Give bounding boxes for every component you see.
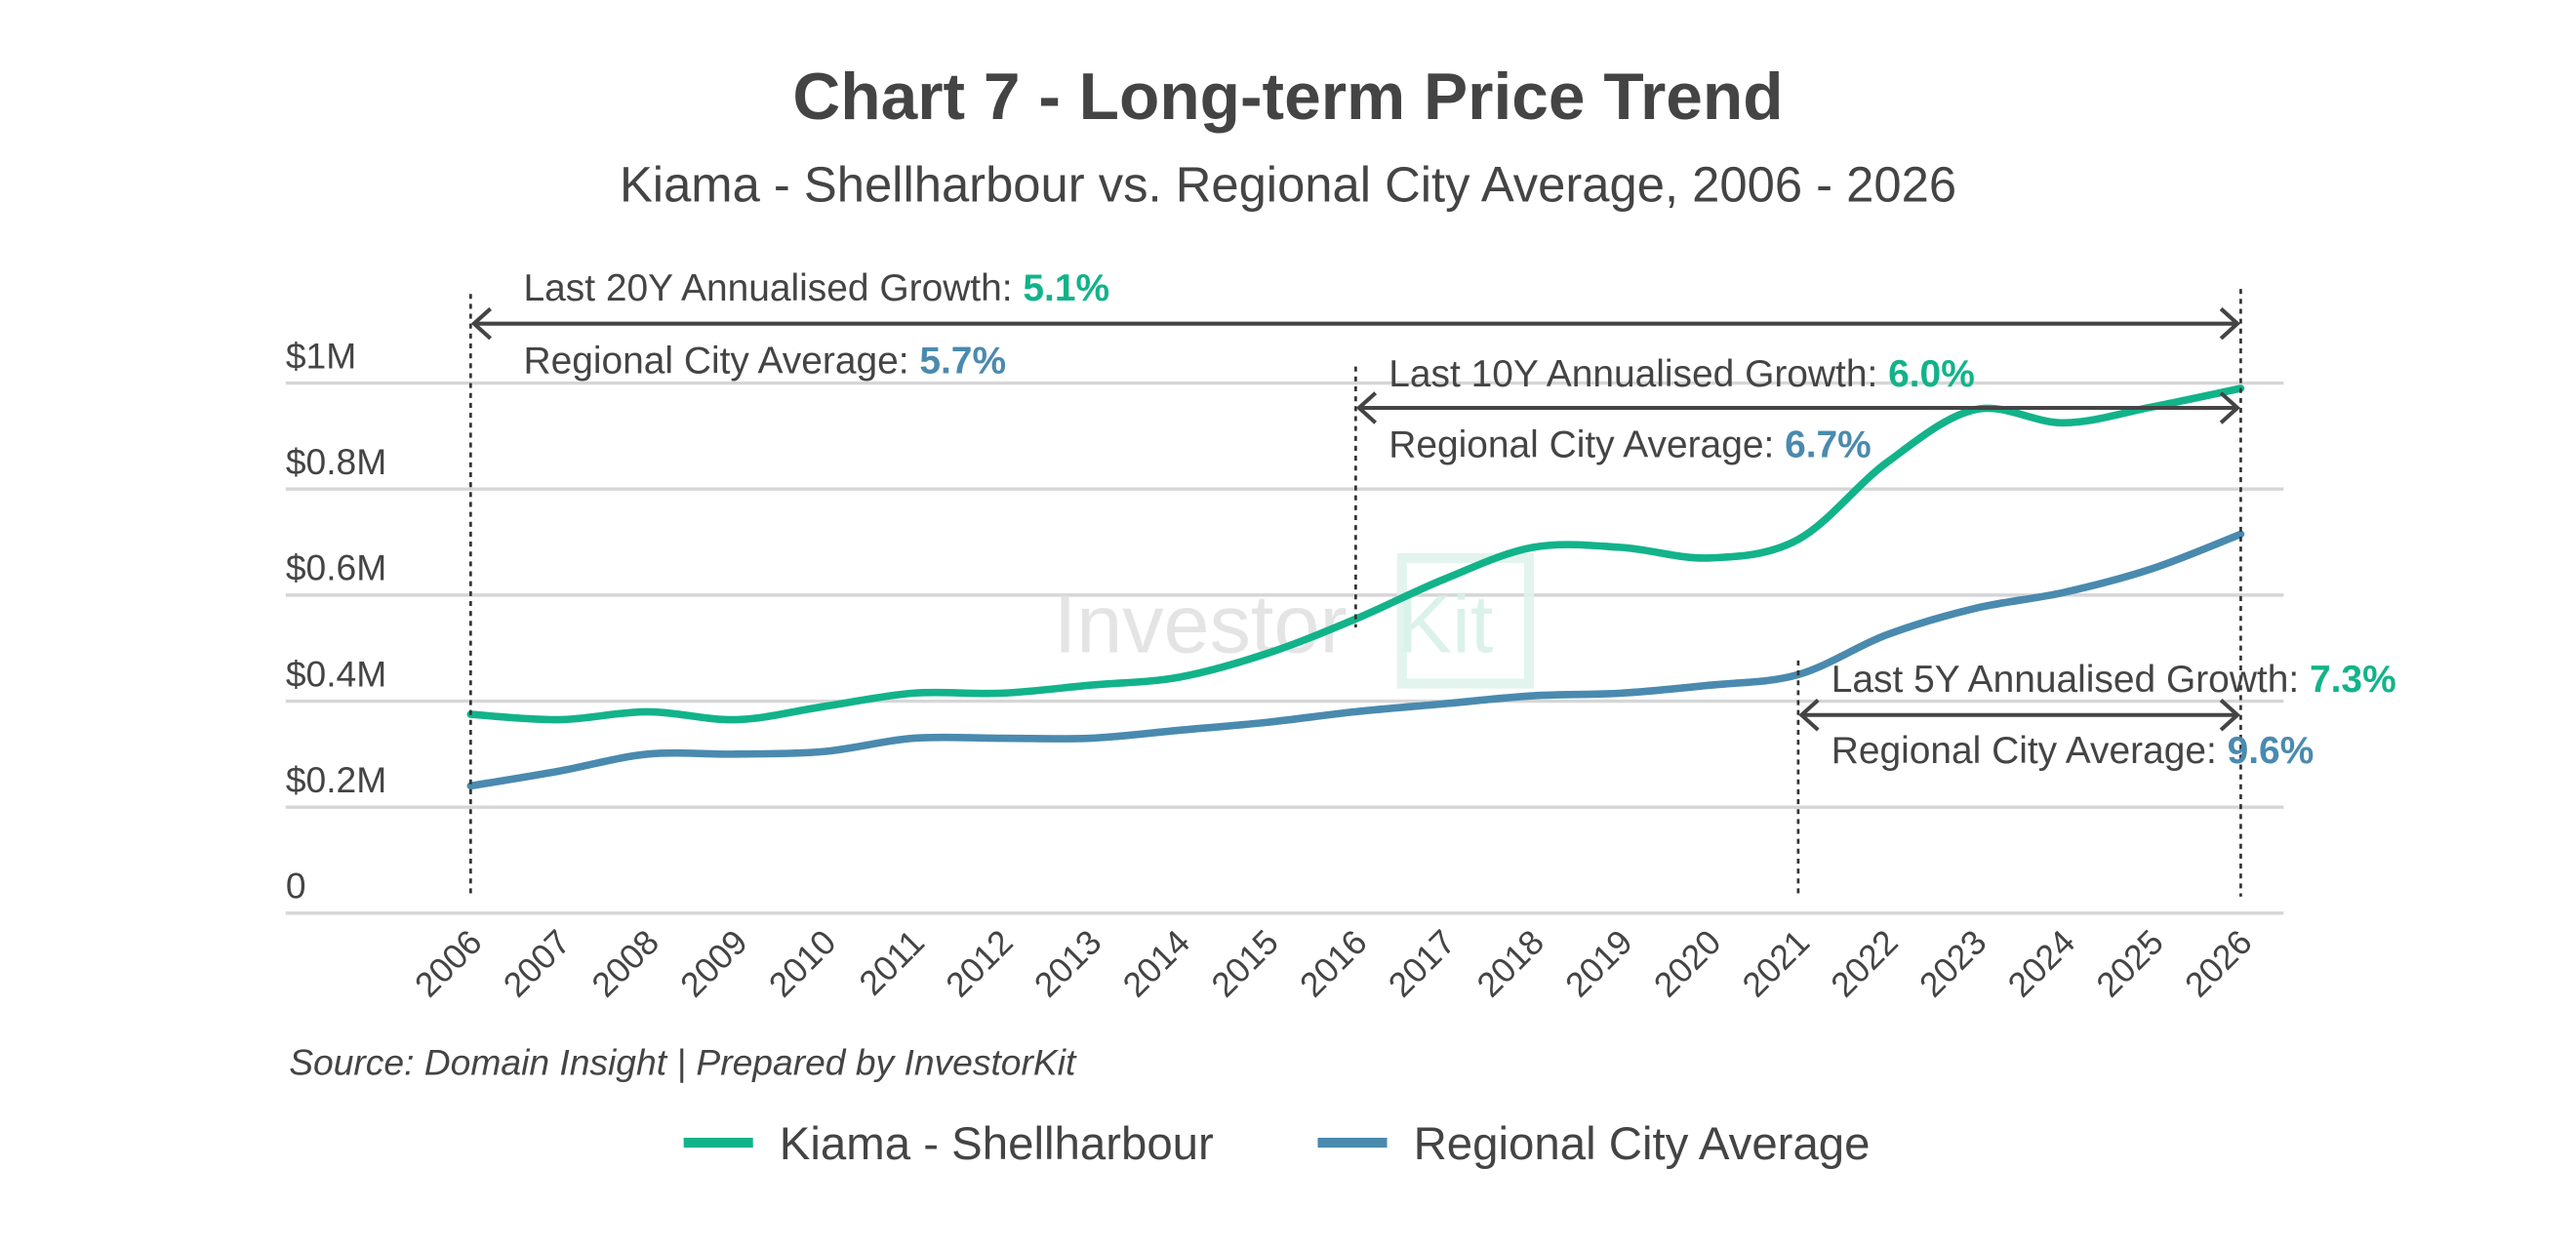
x-tick-label: 2024 <box>2000 922 2082 1004</box>
x-tick-label: 2020 <box>1646 922 1728 1004</box>
regional-label-text: Regional City Average: <box>1389 424 1785 466</box>
y-tick-label: $0.6M <box>286 547 386 588</box>
x-tick-label: 2012 <box>939 922 1021 1004</box>
x-tick-label: 2021 <box>1735 922 1817 1004</box>
gridlines <box>285 381 2284 915</box>
y-tick-label: $0.2M <box>286 759 386 800</box>
legend-label-regional: Regional City Average <box>1414 1118 1871 1170</box>
x-tick-label: 2007 <box>496 922 578 1004</box>
x-tick-label: 2019 <box>1558 922 1640 1004</box>
regional-label: Regional City Average: 6.7% <box>1389 424 1872 466</box>
chart-subtitle: Kiama - Shellharbour vs. Regional City A… <box>620 156 1956 212</box>
regional-value: 5.7% <box>919 340 1006 382</box>
x-tick-label: 2011 <box>852 922 932 1002</box>
series-line-regional-city-average <box>466 530 2245 790</box>
x-tick-label: 2009 <box>672 922 754 1004</box>
regional-value: 9.6% <box>2228 730 2314 772</box>
source-note: Source: Domain Insight | Prepared by Inv… <box>289 1042 1077 1083</box>
chart-title: Chart 7 - Long-term Price Trend <box>792 60 1783 134</box>
x-tick-label: 2010 <box>761 922 843 1004</box>
watermark-kit-box <box>1396 552 1535 689</box>
growth-value: 5.1% <box>1023 267 1109 309</box>
growth-label: Last 20Y Annualised Growth: 5.1% <box>523 267 1109 309</box>
x-tick-label: 2014 <box>1115 922 1197 1004</box>
regional-label: Regional City Average: 5.7% <box>523 340 1006 382</box>
growth-label-text: Last 10Y Annualised Growth: <box>1389 353 1888 395</box>
period-arrow <box>1355 391 2241 424</box>
growth-value: 6.0% <box>1888 353 1975 395</box>
x-tick-label: 2026 <box>2177 922 2259 1004</box>
regional-label-text: Regional City Average: <box>1831 730 2228 772</box>
y-tick-label: $1M <box>286 335 356 376</box>
watermark-investor-text: Investor <box>1054 577 1348 669</box>
regional-label-text: Regional City Average: <box>523 340 919 382</box>
x-tick-label: 2015 <box>1204 922 1286 1004</box>
series-lines <box>466 384 2245 790</box>
growth-label-text: Last 5Y Annualised Growth: <box>1831 659 2310 701</box>
x-tick-label: 2006 <box>407 922 489 1004</box>
period-arrow <box>470 306 2241 341</box>
y-axis: 0 $0.2M $0.4M $0.6M $0.8M $1M <box>286 335 386 906</box>
y-tick-label: $0.4M <box>286 653 386 694</box>
y-tick-label: 0 <box>286 866 306 907</box>
growth-value: 7.3% <box>2310 659 2396 701</box>
x-tick-label: 2017 <box>1381 922 1463 1004</box>
investorkit-watermark: Investor Kit <box>1054 552 1535 689</box>
regional-value: 6.7% <box>1785 424 1872 466</box>
y-tick-label: $0.8M <box>286 441 386 482</box>
x-tick-label: 2008 <box>584 922 666 1004</box>
x-tick-label: 2013 <box>1026 922 1108 1004</box>
x-tick-label: 2025 <box>2089 922 2171 1004</box>
legend-item-regional[interactable]: Regional City Average <box>1317 1118 1871 1170</box>
growth-label: Last 10Y Annualised Growth: 6.0% <box>1389 353 1975 395</box>
legend-item-kiama[interactable]: Kiama - Shellharbour <box>683 1118 1214 1170</box>
x-tick-label: 2018 <box>1469 922 1551 1004</box>
period-arrow <box>1798 698 2241 732</box>
growth-label: Last 5Y Annualised Growth: 7.3% <box>1831 659 2396 701</box>
growth-annotations: Last 20Y Annualised Growth: 5.1% Regional… <box>468 267 2396 897</box>
x-tick-label: 2016 <box>1292 922 1374 1004</box>
regional-label: Regional City Average: 9.6% <box>1831 730 2314 772</box>
x-axis: 2006 2007 2008 2009 2010 2011 2012 2013 2014 2015… <box>407 922 2259 1004</box>
growth-label-text: Last 20Y Annualised Growth: <box>523 267 1023 309</box>
x-tick-label: 2023 <box>1912 922 1993 1004</box>
x-tick-label: 2022 <box>1824 922 1906 1004</box>
series-line-kiama-shellharbour <box>466 384 2245 724</box>
legend-label-kiama: Kiama - Shellharbour <box>780 1118 1214 1170</box>
legend: Kiama - Shellharbour Regional City Avera… <box>683 1118 1871 1170</box>
